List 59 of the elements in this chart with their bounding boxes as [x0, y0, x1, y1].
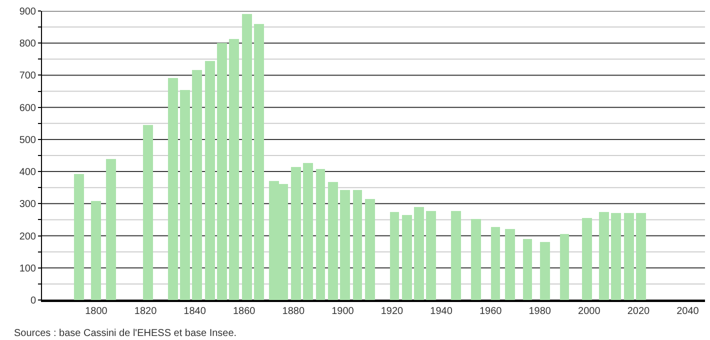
bar	[229, 39, 239, 300]
x-tick-label: 1920	[380, 306, 404, 317]
y-tick-label: 400	[19, 167, 36, 178]
x-tick-label: 2020	[627, 306, 650, 317]
x-tick-label: 1820	[134, 306, 158, 317]
bar	[180, 90, 190, 300]
x-tick-label: 1880	[282, 306, 305, 317]
x-tick-label: 2040	[676, 306, 700, 317]
y-tick-label: 900	[19, 6, 36, 18]
bar	[254, 24, 264, 300]
bar	[328, 182, 338, 300]
bar	[414, 207, 424, 300]
y-tick-label: 800	[19, 38, 36, 50]
y-tick-label: 300	[19, 199, 36, 210]
bar	[143, 125, 153, 300]
bar	[560, 234, 569, 300]
bar	[491, 227, 500, 300]
bar	[353, 190, 362, 300]
y-tick-label: 0	[30, 296, 36, 306]
bar	[624, 213, 634, 300]
x-tick-label: 1980	[528, 306, 552, 317]
bar	[451, 211, 461, 300]
x-tick-label: 2000	[578, 306, 601, 317]
y-tick-label: 500	[19, 134, 36, 146]
bar	[402, 215, 412, 300]
bar	[205, 61, 215, 300]
bar	[599, 212, 609, 300]
y-tick-label: 200	[19, 231, 36, 242]
x-tick-label: 1960	[479, 306, 502, 317]
x-tick-label: 1940	[430, 306, 453, 317]
x-tick-label: 1840	[184, 306, 206, 317]
bar	[611, 213, 621, 300]
y-tick-label: 100	[19, 263, 36, 274]
x-tick-label: 1800	[85, 306, 108, 317]
source-note: Sources : base Cassini de l'EHESS et base Insee.	[14, 328, 237, 339]
bar	[316, 169, 325, 300]
y-tick-label: 600	[19, 102, 36, 114]
bar	[91, 201, 101, 300]
bar	[426, 211, 436, 300]
bar	[291, 167, 301, 300]
bar	[242, 14, 252, 300]
bar	[74, 174, 84, 300]
y-tick-label: 700	[19, 70, 36, 82]
bar	[106, 159, 116, 300]
bar	[471, 219, 481, 300]
bar	[523, 239, 532, 300]
bar	[365, 199, 375, 300]
bar	[582, 218, 592, 300]
bar	[505, 229, 515, 300]
x-tick-label: 1900	[332, 306, 354, 317]
bar	[340, 190, 350, 300]
bar	[540, 242, 550, 300]
bar	[390, 212, 399, 300]
x-tick-label: 1860	[232, 306, 256, 317]
bar	[636, 213, 646, 300]
bar	[168, 78, 178, 300]
bar	[192, 70, 202, 300]
bar	[217, 43, 227, 300]
bar	[303, 163, 313, 300]
